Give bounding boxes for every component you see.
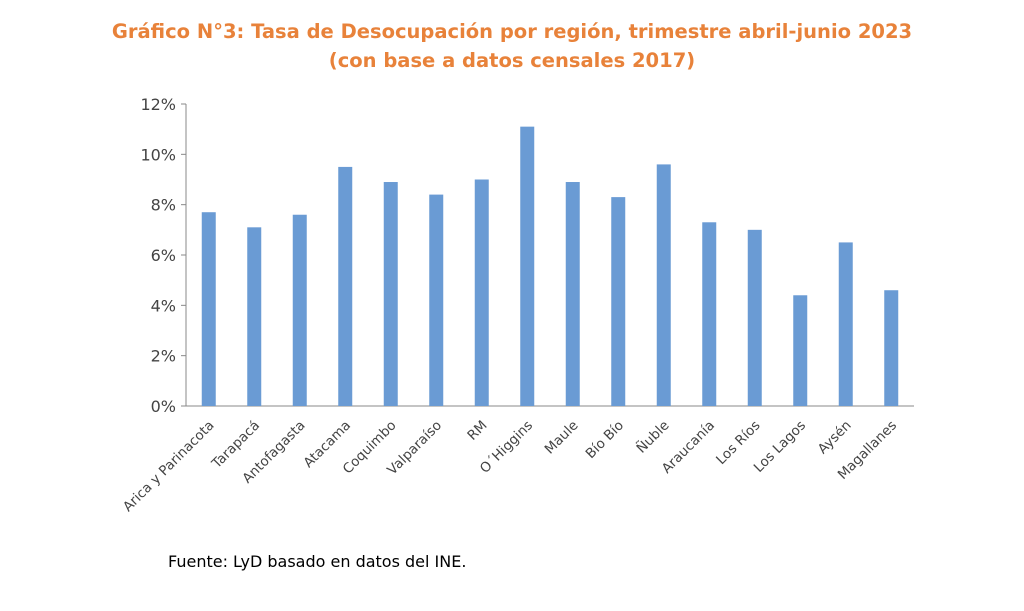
x-tick-label: Arica y Parinacota bbox=[120, 418, 218, 516]
bar bbox=[702, 222, 717, 406]
bar bbox=[383, 182, 398, 406]
x-tick-label: Maule bbox=[542, 418, 582, 458]
x-tick-label: RM bbox=[464, 418, 490, 444]
chart-subtitle: (con base a datos censales 2017) bbox=[328, 49, 696, 72]
x-tick-label: Ñuble bbox=[633, 417, 673, 457]
bar bbox=[838, 242, 853, 406]
bar bbox=[520, 126, 535, 407]
bar bbox=[884, 290, 899, 406]
bar bbox=[793, 295, 808, 406]
bar bbox=[247, 227, 262, 406]
bar bbox=[611, 197, 626, 406]
y-tick-label: 10% bbox=[140, 145, 176, 164]
bar bbox=[338, 166, 353, 406]
bar bbox=[656, 164, 671, 406]
x-tick-label: Aysén bbox=[815, 418, 855, 458]
bar bbox=[565, 182, 580, 406]
y-tick-label: 6% bbox=[151, 246, 176, 265]
chart-title: Gráfico N°3: Tasa de Desocupación por re… bbox=[0, 17, 1024, 75]
x-tick-label: Bío Bío bbox=[583, 418, 627, 462]
bar bbox=[429, 194, 444, 406]
bar bbox=[747, 229, 762, 406]
y-tick-label: 0% bbox=[151, 397, 176, 416]
bar bbox=[201, 212, 216, 406]
chart-title-main: Gráfico N°3: Tasa de Desocupación por re… bbox=[111, 20, 913, 43]
bar bbox=[292, 214, 307, 406]
y-tick-label: 4% bbox=[151, 296, 176, 315]
y-tick-label: 2% bbox=[151, 347, 176, 366]
bar bbox=[474, 179, 489, 406]
y-tick-label: 12% bbox=[140, 95, 176, 114]
source-note: Fuente: LyD basado en datos del INE. bbox=[168, 552, 467, 571]
y-tick-label: 8% bbox=[151, 196, 176, 215]
